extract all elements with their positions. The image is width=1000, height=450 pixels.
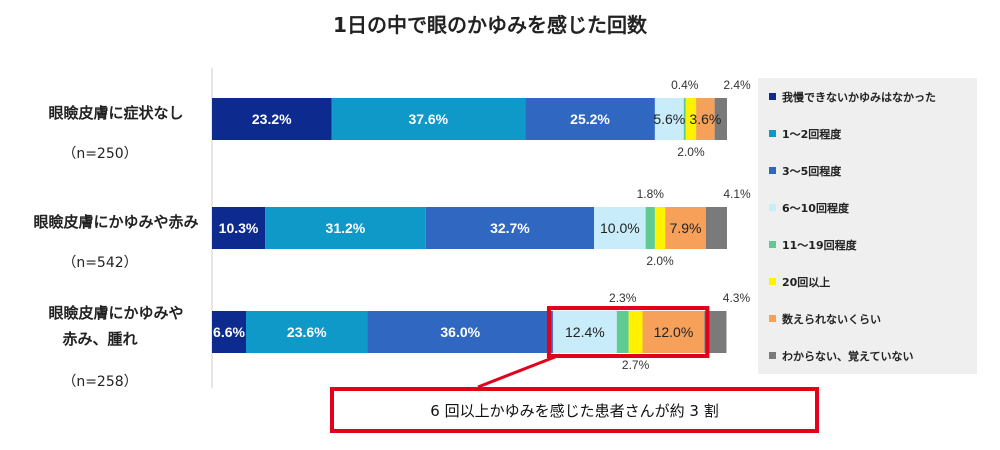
data-label: 31.2% xyxy=(326,220,366,236)
bar-segment xyxy=(594,207,646,249)
bar-segment xyxy=(212,311,246,353)
legend-entry: わからない、覚えていない xyxy=(782,349,913,363)
data-label: 12.4% xyxy=(565,324,605,340)
data-label: 6.6% xyxy=(213,324,245,340)
data-label: 3.6% xyxy=(689,111,721,127)
legend-swatch xyxy=(769,130,776,137)
legend-swatch xyxy=(769,241,776,248)
category-label: 眼瞼皮膚にかゆみや赤み xyxy=(33,213,198,231)
data-label: 2.7% xyxy=(622,358,650,372)
data-label: 37.6% xyxy=(408,111,448,127)
bar-segment xyxy=(714,98,727,140)
bar-segment xyxy=(683,98,686,140)
data-label: 10.0% xyxy=(600,220,640,236)
data-label: 4.1% xyxy=(723,187,751,201)
legend-swatch xyxy=(769,278,776,285)
bar-segment xyxy=(367,311,553,353)
bar-segment xyxy=(425,207,595,249)
data-label: 23.2% xyxy=(252,111,292,127)
category-sample-size: （n=258） xyxy=(62,374,137,390)
bar-segment xyxy=(245,311,368,353)
bar-segment xyxy=(616,311,629,353)
legend-entry: 6～10回程度 xyxy=(782,201,850,215)
bar-segment xyxy=(265,207,426,249)
legend-swatch xyxy=(769,315,776,322)
category-sample-size: （n=250） xyxy=(62,146,137,162)
legend-swatch xyxy=(769,204,776,211)
data-label: 1.8% xyxy=(637,187,665,201)
data-label: 12.0% xyxy=(654,324,694,340)
data-label: 10.3% xyxy=(219,220,259,236)
data-label: 7.9% xyxy=(670,220,702,236)
callout: 6 回以上かゆみを感じた患者さんが約 3 割 xyxy=(330,306,819,433)
callout-text: 6 回以上かゆみを感じた患者さんが約 3 割 xyxy=(430,402,718,420)
data-label: 4.3% xyxy=(723,291,751,305)
highlight-box xyxy=(546,306,710,358)
data-label: 2.0% xyxy=(677,145,705,159)
bar-segment xyxy=(705,207,727,249)
bar-segment xyxy=(696,98,715,140)
data-label: 36.0% xyxy=(440,324,480,340)
data-label: 25.2% xyxy=(570,111,610,127)
legend-swatch xyxy=(769,352,776,359)
bar-segment xyxy=(628,311,643,353)
legend-entry: 数えられないくらい xyxy=(782,312,881,326)
segment-labels: 23.2% 37.6% 25.2% 5.6% 0.4% 2.0% 3.6% 2.4% 10.3%… xyxy=(213,78,751,372)
category-label: 眼瞼皮膚に症状なし xyxy=(48,104,183,122)
legend-entry: 我慢できないかゆみはなかった xyxy=(782,90,936,104)
data-label: 2.4% xyxy=(723,78,751,92)
bar-segment xyxy=(642,311,705,353)
category-label: 眼瞼皮膚にかゆみや xyxy=(48,304,183,322)
bar-segment xyxy=(704,311,727,353)
data-label: 2.0% xyxy=(646,254,674,268)
bar-segment xyxy=(654,98,684,140)
legend-entry: 3～5回程度 xyxy=(782,164,842,178)
legend-entry: 20回以上 xyxy=(782,275,830,289)
category-labels: 眼瞼皮膚に症状なし （n=250） 眼瞼皮膚にかゆみや赤み （n=542） 眼瞼皮膚にか… xyxy=(33,104,198,390)
bar-segment xyxy=(665,207,706,249)
chart-title: 1日の中で眼のかゆみを感じた回数 xyxy=(333,13,648,37)
data-label: 2.3% xyxy=(609,291,637,305)
callout-box xyxy=(330,387,819,433)
callout-connector xyxy=(477,353,561,389)
category-label: 赤み、腫れ xyxy=(62,330,137,348)
bar-segment xyxy=(331,98,526,140)
legend-box xyxy=(758,78,977,374)
bar-segment xyxy=(552,311,617,353)
data-label: 5.6% xyxy=(653,111,685,127)
category-sample-size: （n=542） xyxy=(62,255,137,271)
data-label: 23.6% xyxy=(287,324,327,340)
bar-segment xyxy=(212,207,266,249)
data-label: 32.7% xyxy=(490,220,530,236)
legend: 我慢できないかゆみはなかった 1～2回程度 3～5回程度 6～10回程度 11～19回程… xyxy=(758,78,977,374)
legend-entry: 11～19回程度 xyxy=(782,238,858,252)
bar-segment xyxy=(525,98,655,140)
legend-swatch xyxy=(769,167,776,174)
legend-swatch xyxy=(769,93,776,100)
bar-segment xyxy=(685,98,697,140)
bars xyxy=(212,98,727,353)
bar-segment xyxy=(645,207,655,249)
legend-entry: 1～2回程度 xyxy=(782,127,842,141)
bar-segment xyxy=(654,207,666,249)
data-label: 0.4% xyxy=(671,78,699,92)
bar-segment xyxy=(212,98,332,140)
